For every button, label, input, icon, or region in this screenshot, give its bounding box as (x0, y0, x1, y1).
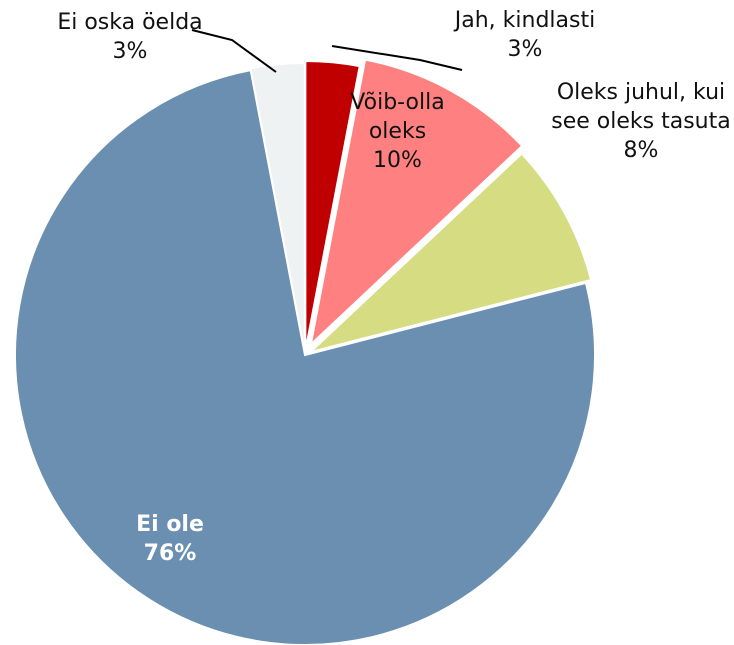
pie-slice (309, 152, 593, 354)
slice-label: Jah, kindlasti 3% (440, 6, 610, 64)
value-label: 76% (143, 541, 197, 566)
category-name: Ei oska öelda (57, 10, 203, 35)
pie-slice (309, 58, 524, 348)
leader-line (191, 29, 277, 73)
pie-slice (14, 68, 596, 645)
category-name: Ei ole (136, 512, 204, 537)
leader-line (331, 45, 463, 71)
category-name: Oleks juhul, kui see oleks tasuta (551, 80, 731, 134)
slice-label: Oleks juhul, kui see oleks tasuta 8% (548, 78, 734, 165)
slice-label: Võib-olla oleks 10% (350, 88, 445, 175)
value-label: 10% (373, 148, 422, 173)
slice-label: Ei ole 76% (90, 510, 250, 568)
value-label: 3% (507, 37, 543, 62)
pie-slice (249, 62, 306, 354)
category-name: Võib-olla oleks (350, 90, 445, 144)
category-name: Jah, kindlasti (454, 8, 596, 33)
value-label: 8% (623, 138, 659, 163)
value-label: 3% (112, 39, 148, 64)
slice-label: Ei oska öelda 3% (50, 8, 210, 66)
pie-slice (304, 60, 361, 352)
